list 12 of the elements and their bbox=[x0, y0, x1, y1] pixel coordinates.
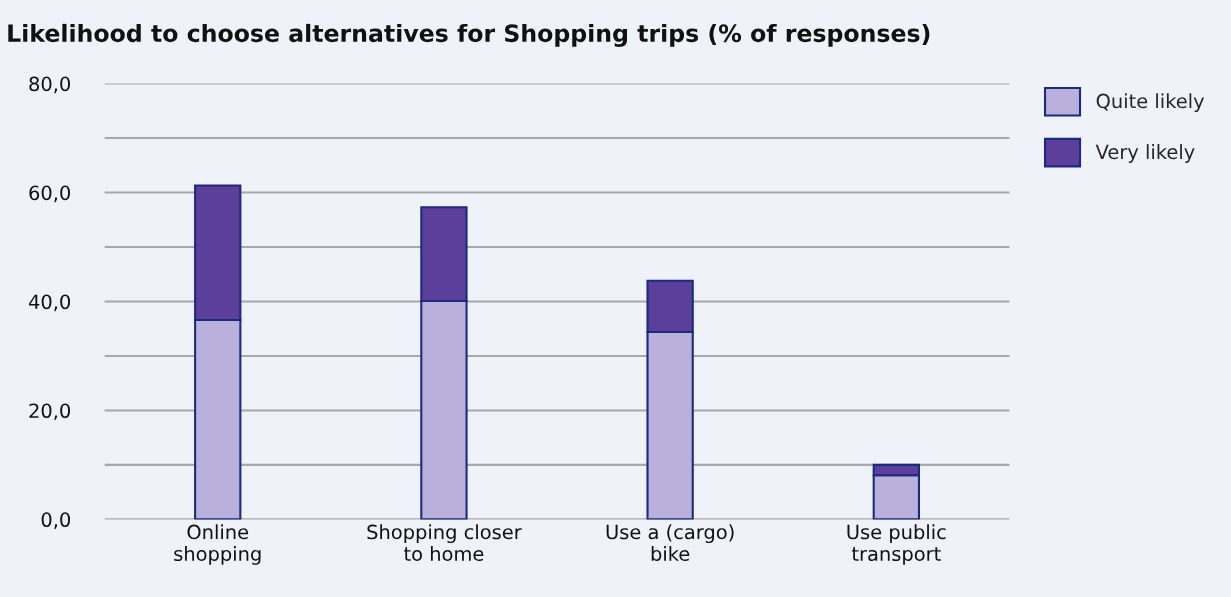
legend-label: Quite likely bbox=[1096, 93, 1205, 113]
y-tick-label: 0,0 bbox=[41, 512, 71, 530]
chart-title: Likelihood to choose alternatives for Shopping trips (% of responses) bbox=[8, 23, 930, 47]
x-tick-label: Use a (cargo) bike bbox=[606, 524, 734, 562]
y-tick-label: 60,0 bbox=[29, 185, 71, 203]
legend-label: Very likely bbox=[1095, 144, 1195, 163]
y-tick-label: 20,0 bbox=[29, 403, 71, 421]
x-tick-label: Online shopping bbox=[174, 524, 261, 565]
y-tick-label: 40,0 bbox=[28, 294, 71, 312]
x-tick-label: Shopping closer to home bbox=[367, 524, 522, 562]
y-tick-label: 80,0 bbox=[29, 76, 71, 94]
x-tick-label: Use public transport bbox=[847, 524, 946, 565]
